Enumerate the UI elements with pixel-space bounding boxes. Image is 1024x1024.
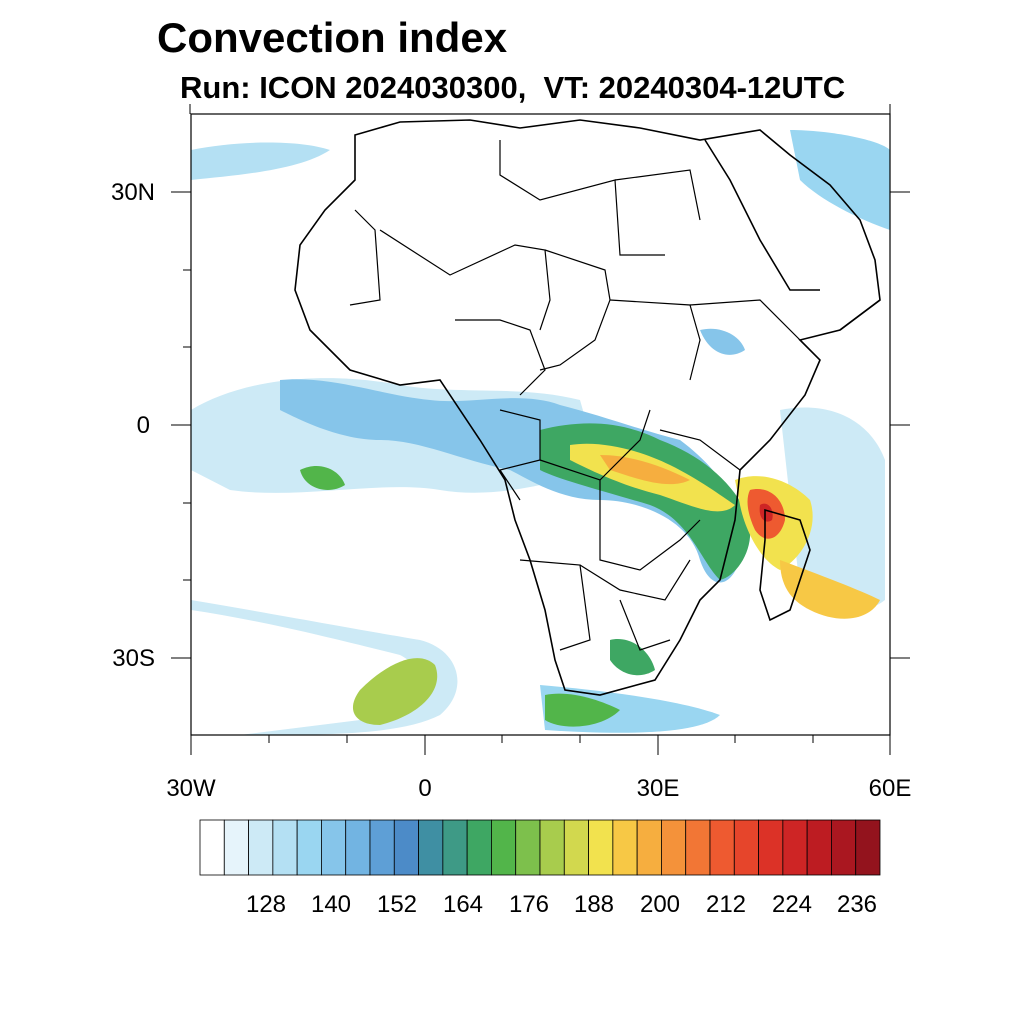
lon-label-30w: 30W (166, 775, 216, 802)
country-borders (349, 140, 801, 651)
colorbar-swatch (321, 819, 347, 876)
colorbar-swatch (685, 819, 711, 876)
axis-ticks (171, 104, 910, 755)
colorbar-swatch (709, 819, 735, 876)
colorbar-swatch (491, 819, 517, 876)
colorbar-swatch (588, 819, 614, 876)
colorbar-label: 200 (640, 891, 680, 918)
lon-label-30e: 30E (637, 775, 680, 802)
colorbar-swatch (393, 819, 419, 876)
colorbar-label: 140 (311, 891, 351, 918)
colorbar-swatch (563, 819, 589, 876)
colorbar-swatch (806, 819, 832, 876)
lon-label-60e: 60E (869, 775, 912, 802)
colorbar-swatch (831, 819, 857, 876)
lat-label-0: 0 (137, 412, 150, 439)
colorbar-swatch (418, 819, 444, 876)
colorbar-label: 212 (706, 891, 746, 918)
lat-label-30n: 30N (111, 179, 155, 206)
colorbar-label: 152 (377, 891, 417, 918)
lat-label-30s: 30S (112, 645, 155, 672)
colorbar-label: 188 (574, 891, 614, 918)
colorbar-swatch (248, 819, 274, 876)
map-subtitle: Run: ICON 2024030300, VT: 20240304-12UTC (180, 70, 846, 105)
colorbar-swatch (223, 819, 249, 876)
colorbar-swatch (515, 819, 541, 876)
colorbar-label: 224 (772, 891, 812, 918)
colorbar-swatch (345, 819, 371, 876)
colorbar-swatch (466, 819, 492, 876)
colorbar-swatch (272, 819, 298, 876)
colorbar-swatch (782, 819, 808, 876)
colorbar-label: 176 (509, 891, 549, 918)
colorbar-swatch (296, 819, 322, 876)
colorbar-swatch (442, 819, 468, 876)
map-title: Convection index (157, 14, 508, 61)
colorbar-swatch (758, 819, 784, 876)
coastline (294, 119, 881, 696)
colorbar-swatch (636, 819, 662, 876)
colorbar-label: 128 (246, 891, 286, 918)
colorbar-swatch (369, 819, 395, 876)
colorbar-swatch (661, 819, 687, 876)
colorbar-swatch (612, 819, 638, 876)
colorbar-label: 236 (837, 891, 877, 918)
colorbar (199, 819, 881, 876)
colorbar-swatch (539, 819, 565, 876)
lon-label-0: 0 (418, 775, 431, 802)
colorbar-swatch (855, 819, 881, 876)
colorbar-labels: 128 140 152 164 176 188 200 212 224 236 (246, 891, 877, 918)
colorbar-swatch (733, 819, 759, 876)
convection-field (191, 130, 890, 735)
colorbar-swatch (199, 819, 225, 876)
colorbar-label: 164 (443, 891, 483, 918)
